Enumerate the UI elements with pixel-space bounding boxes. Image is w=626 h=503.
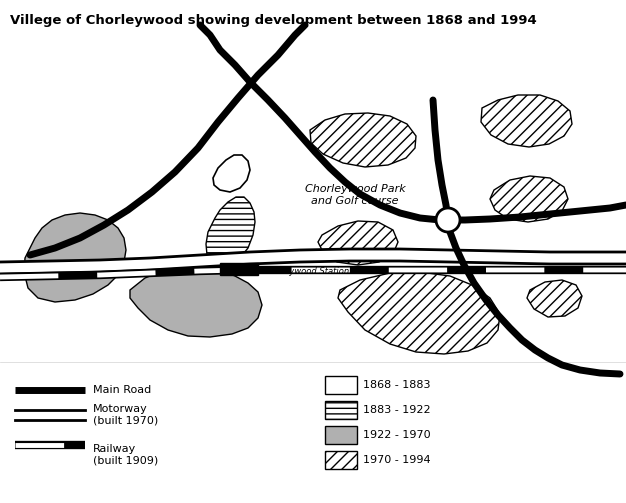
Polygon shape [310, 113, 416, 167]
Text: 1868 - 1883: 1868 - 1883 [363, 380, 431, 390]
Bar [325, 451, 357, 469]
Text: Chorleywood Station: Chorleywood Station [262, 267, 349, 276]
Polygon shape [213, 155, 250, 192]
Text: Villege of Chorleywood showing development between 1868 and 1994: Villege of Chorleywood showing developme… [10, 14, 536, 27]
Bar [325, 401, 357, 419]
Polygon shape [24, 213, 126, 302]
Polygon shape [527, 280, 582, 317]
Polygon shape [481, 95, 572, 147]
Polygon shape [490, 176, 568, 222]
Text: Main Road: Main Road [93, 385, 151, 395]
Text: 1883 - 1922: 1883 - 1922 [363, 405, 431, 415]
Bar [220, 263, 258, 275]
Polygon shape [206, 197, 255, 268]
Text: 1970 - 1994: 1970 - 1994 [363, 455, 431, 465]
Text: 1922 - 1970: 1922 - 1970 [363, 430, 431, 440]
Bar [325, 426, 357, 444]
Text: Chorleywood Park
and Golf course: Chorleywood Park and Golf course [305, 184, 406, 206]
Polygon shape [338, 272, 500, 354]
Text: Motorway
(built 1970): Motorway (built 1970) [93, 404, 158, 426]
Polygon shape [130, 267, 262, 337]
Text: Railway
(built 1909): Railway (built 1909) [93, 444, 158, 466]
Circle shape [436, 208, 460, 232]
Polygon shape [318, 221, 398, 265]
Bar [325, 376, 357, 394]
